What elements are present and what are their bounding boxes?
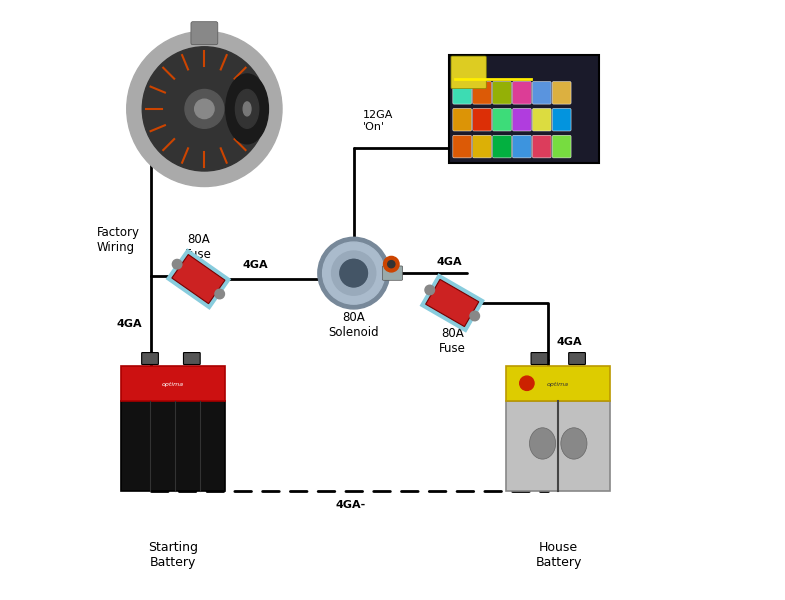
Circle shape — [388, 260, 395, 268]
FancyBboxPatch shape — [473, 136, 491, 158]
Circle shape — [520, 376, 534, 391]
Ellipse shape — [142, 47, 266, 171]
Polygon shape — [172, 254, 225, 304]
Ellipse shape — [195, 99, 214, 119]
Polygon shape — [419, 273, 485, 333]
Text: House
Battery: House Battery — [535, 541, 582, 569]
Ellipse shape — [243, 102, 251, 116]
Text: Factory
Wiring: Factory Wiring — [97, 226, 140, 254]
Circle shape — [173, 259, 182, 269]
FancyBboxPatch shape — [553, 136, 571, 158]
FancyBboxPatch shape — [532, 82, 551, 104]
FancyBboxPatch shape — [449, 55, 598, 163]
Text: 80A
Solenoid: 80A Solenoid — [328, 311, 379, 339]
Circle shape — [384, 256, 399, 272]
Circle shape — [331, 251, 376, 295]
Text: Starting
Battery: Starting Battery — [148, 541, 198, 569]
FancyBboxPatch shape — [493, 109, 511, 131]
FancyBboxPatch shape — [121, 365, 225, 401]
FancyBboxPatch shape — [184, 353, 200, 365]
Text: 4GA: 4GA — [436, 257, 462, 267]
Text: 4GA: 4GA — [557, 337, 582, 347]
FancyBboxPatch shape — [191, 22, 217, 44]
FancyBboxPatch shape — [382, 266, 403, 280]
FancyBboxPatch shape — [453, 136, 472, 158]
FancyBboxPatch shape — [493, 82, 511, 104]
FancyBboxPatch shape — [532, 136, 551, 158]
FancyBboxPatch shape — [473, 82, 491, 104]
FancyBboxPatch shape — [451, 56, 486, 89]
FancyBboxPatch shape — [532, 109, 551, 131]
Circle shape — [340, 259, 367, 287]
Text: optima: optima — [547, 382, 569, 387]
Text: 80A
Fuse: 80A Fuse — [185, 233, 212, 261]
Ellipse shape — [530, 428, 556, 459]
FancyBboxPatch shape — [453, 82, 472, 104]
FancyBboxPatch shape — [553, 109, 571, 131]
Ellipse shape — [236, 89, 259, 128]
FancyBboxPatch shape — [141, 353, 159, 365]
Circle shape — [425, 285, 435, 295]
Text: 4GA: 4GA — [243, 260, 268, 270]
FancyBboxPatch shape — [531, 353, 548, 365]
FancyBboxPatch shape — [513, 82, 531, 104]
FancyBboxPatch shape — [553, 82, 571, 104]
Ellipse shape — [226, 74, 268, 144]
Polygon shape — [166, 248, 232, 310]
Circle shape — [340, 259, 367, 287]
FancyBboxPatch shape — [506, 365, 611, 401]
Text: optima: optima — [162, 382, 184, 387]
FancyBboxPatch shape — [513, 136, 531, 158]
FancyBboxPatch shape — [513, 109, 531, 131]
FancyBboxPatch shape — [506, 401, 611, 491]
FancyBboxPatch shape — [453, 109, 472, 131]
Text: 4GA: 4GA — [116, 319, 141, 329]
Text: 80A
Fuse: 80A Fuse — [439, 327, 466, 355]
Circle shape — [470, 311, 480, 321]
Ellipse shape — [560, 428, 587, 459]
Text: 12GA
'On': 12GA 'On' — [363, 110, 393, 131]
FancyBboxPatch shape — [121, 401, 225, 491]
FancyBboxPatch shape — [493, 136, 511, 158]
Circle shape — [318, 237, 389, 309]
FancyBboxPatch shape — [568, 353, 586, 365]
Ellipse shape — [185, 89, 224, 128]
Polygon shape — [425, 280, 479, 326]
Ellipse shape — [126, 31, 282, 187]
FancyBboxPatch shape — [473, 109, 491, 131]
Circle shape — [323, 242, 385, 304]
Text: 4GA-: 4GA- — [335, 500, 366, 510]
Circle shape — [215, 289, 225, 299]
